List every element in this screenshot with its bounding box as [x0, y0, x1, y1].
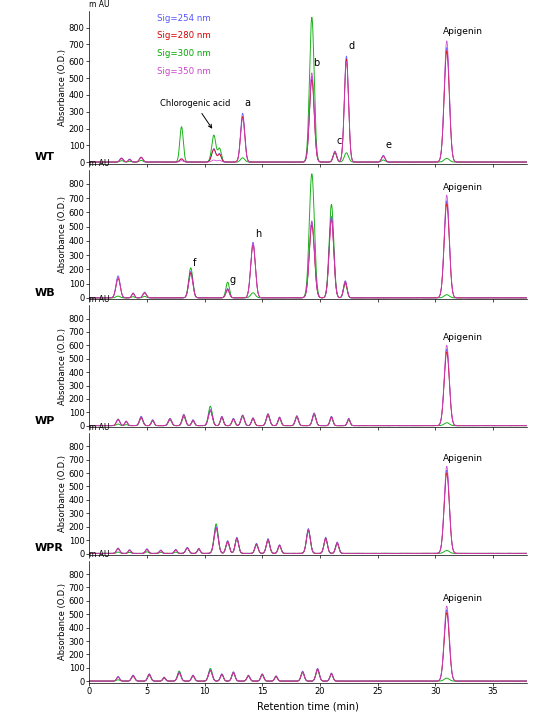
Text: WB: WB — [35, 288, 55, 298]
Text: WT: WT — [35, 152, 55, 162]
Text: m AU: m AU — [89, 295, 110, 304]
Text: Apigenin: Apigenin — [443, 27, 483, 36]
Y-axis label: Absorbance (O.D.): Absorbance (O.D.) — [58, 49, 67, 126]
Text: Sig=254 nm: Sig=254 nm — [157, 14, 211, 23]
Text: Sig=300 nm: Sig=300 nm — [157, 49, 211, 58]
Text: e: e — [385, 140, 391, 150]
Text: d: d — [348, 41, 354, 51]
Text: h: h — [255, 229, 261, 239]
Text: g: g — [229, 275, 235, 285]
Text: Sig=280 nm: Sig=280 nm — [157, 32, 211, 40]
Text: WP: WP — [35, 415, 55, 426]
Text: m AU: m AU — [89, 550, 110, 559]
Y-axis label: Absorbance (O.D.): Absorbance (O.D.) — [58, 328, 67, 405]
Y-axis label: Absorbance (O.D.): Absorbance (O.D.) — [58, 455, 67, 532]
Y-axis label: Absorbance (O.D.): Absorbance (O.D.) — [58, 196, 67, 273]
Text: Sig=350 nm: Sig=350 nm — [157, 67, 211, 76]
Text: WC: WC — [35, 0, 55, 1]
Text: m AU: m AU — [89, 159, 110, 168]
Text: Apigenin: Apigenin — [443, 183, 483, 192]
Text: m AU: m AU — [89, 0, 110, 9]
Text: a: a — [245, 99, 250, 109]
Text: Apigenin: Apigenin — [443, 594, 483, 603]
Text: Apigenin: Apigenin — [443, 333, 483, 342]
Text: b: b — [314, 58, 320, 68]
X-axis label: Retention time (min): Retention time (min) — [258, 702, 359, 712]
Text: c: c — [337, 136, 342, 146]
Text: f: f — [193, 258, 196, 268]
Text: m AU: m AU — [89, 423, 110, 432]
Text: Chlorogenic acid: Chlorogenic acid — [160, 99, 230, 128]
Text: Apigenin: Apigenin — [443, 454, 483, 463]
Text: WPR: WPR — [35, 544, 63, 553]
Y-axis label: Absorbance (O.D.): Absorbance (O.D.) — [58, 583, 67, 660]
